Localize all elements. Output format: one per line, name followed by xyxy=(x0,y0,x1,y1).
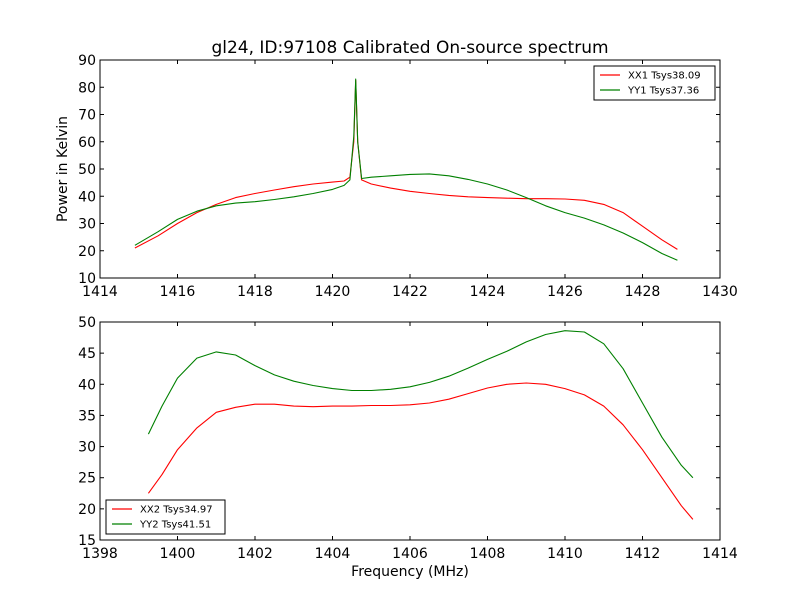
legend-label: YY1 Tsys37.36 xyxy=(627,86,699,97)
y-tick-label: 90 xyxy=(78,53,96,69)
bottom-panel: 1398 1400 1402 1404 1406 1408 1410 1412 1414 15 20… xyxy=(78,315,738,562)
series-line-red xyxy=(134,79,678,250)
y-tick-label: 80 xyxy=(78,80,96,96)
x-tick-label: 1426 xyxy=(547,284,583,300)
y-tick-label: 50 xyxy=(78,162,96,178)
legend-label: YY2 Tsys41.51 xyxy=(139,520,211,531)
y-tick-label: 40 xyxy=(78,377,96,393)
y-tick-label: 60 xyxy=(78,135,96,151)
x-tick-label: 1406 xyxy=(392,546,428,562)
x-tick-label: 1420 xyxy=(315,284,351,300)
y-tick-label: 15 xyxy=(78,533,96,549)
y-tick-label: 35 xyxy=(78,408,96,424)
x-tick-label: 1398 xyxy=(82,546,118,562)
x-tick-label: 1400 xyxy=(160,546,196,562)
y-tick-label: 45 xyxy=(78,346,96,362)
x-tick-label: 1422 xyxy=(392,284,428,300)
x-tick-label: 1412 xyxy=(625,546,661,562)
x-tick-label: 1402 xyxy=(237,546,273,562)
legend-box xyxy=(593,65,716,101)
x-tick-label: 1424 xyxy=(470,284,506,300)
y-tick-label: 30 xyxy=(78,440,96,456)
x-tick-label: 1404 xyxy=(315,546,351,562)
y-tick-label: 20 xyxy=(78,244,96,260)
x-axis-label: Frequency (MHz) xyxy=(351,564,469,580)
top-panel: 1414 1416 1418 1420 1422 1424 1426 1428 1430 10 20… xyxy=(78,53,738,300)
series-line-red xyxy=(147,382,694,520)
y-tick-label: 25 xyxy=(78,471,96,487)
series-line-green xyxy=(134,78,678,261)
y-axis-label: Power in Kelvin xyxy=(55,116,71,222)
y-tick-label: 40 xyxy=(78,189,96,205)
x-tick-label: 1414 xyxy=(82,284,118,300)
x-tick-label: 1416 xyxy=(160,284,196,300)
x-tick-label: 1430 xyxy=(702,284,738,300)
x-tick-label: 1410 xyxy=(547,546,583,562)
y-tick-label: 20 xyxy=(78,502,96,518)
x-tick-label: 1414 xyxy=(702,546,738,562)
x-tick-label: 1408 xyxy=(470,546,506,562)
legend-label: XX1 Tsys38.09 xyxy=(628,71,701,82)
legend: XX1 Tsys38.09 YY1 Tsys37.36 xyxy=(593,65,716,101)
y-tick-label: 70 xyxy=(78,108,96,124)
y-tick-label: 30 xyxy=(78,217,96,233)
chart-title: gl24, ID:97108 Calibrated On-source spec… xyxy=(211,38,608,58)
x-tick-label: 1428 xyxy=(625,284,661,300)
series-line-green xyxy=(147,330,694,479)
x-tick-label: 1418 xyxy=(237,284,273,300)
y-tick-label: 50 xyxy=(78,315,96,331)
y-tick-label: 10 xyxy=(78,271,96,287)
legend-label: XX2 Tsys34.97 xyxy=(140,505,213,516)
legend-box xyxy=(105,499,226,535)
legend: XX2 Tsys34.97 YY2 Tsys41.51 xyxy=(105,499,226,535)
